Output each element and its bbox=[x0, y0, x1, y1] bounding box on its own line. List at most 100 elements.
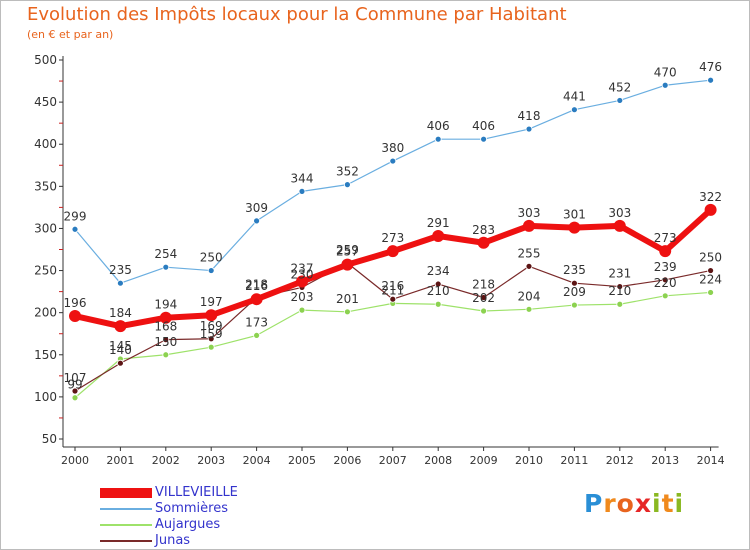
data-label-aujargues: 145 bbox=[109, 339, 132, 353]
data-point-villevieille bbox=[613, 219, 626, 232]
data-point-junas bbox=[117, 359, 124, 367]
data-label-aujargues: 150 bbox=[154, 335, 177, 349]
legend-label-aujargues: Aujargues bbox=[155, 517, 221, 532]
data-label-villevieille: 273 bbox=[654, 231, 677, 245]
data-label-sommi-res: 418 bbox=[518, 109, 541, 123]
data-label-aujargues: 220 bbox=[654, 276, 677, 290]
data-point-junas bbox=[389, 295, 397, 303]
data-point-aujargues bbox=[480, 307, 488, 315]
data-label-junas: 255 bbox=[518, 246, 541, 260]
legend-label-junas: Junas bbox=[155, 533, 191, 548]
y-tick-label: 100 bbox=[34, 390, 57, 404]
y-tick-label: 150 bbox=[34, 348, 57, 362]
x-tick-label: 2009 bbox=[470, 454, 498, 467]
data-point-sommi-res bbox=[480, 135, 488, 143]
data-label-aujargues: 211 bbox=[381, 283, 404, 297]
data-point-sommi-res bbox=[298, 187, 306, 195]
data-point-junas bbox=[71, 387, 79, 395]
data-point-sommi-res bbox=[343, 181, 351, 189]
proxiti-logo[interactable]: Proxiti bbox=[584, 489, 684, 518]
data-label-sommi-res: 470 bbox=[654, 65, 677, 79]
y-tick-label: 200 bbox=[34, 306, 57, 320]
data-point-aujargues bbox=[661, 292, 669, 300]
y-tick-label: 500 bbox=[34, 53, 57, 67]
data-point-villevieille bbox=[114, 320, 127, 333]
data-label-sommi-res: 352 bbox=[336, 165, 359, 179]
data-point-junas bbox=[707, 267, 714, 274]
data-point-villevieille bbox=[159, 311, 172, 324]
legend-swatch-junas bbox=[100, 540, 152, 542]
data-point-sommi-res bbox=[571, 106, 578, 114]
data-label-aujargues: 204 bbox=[518, 289, 541, 303]
data-label-junas: 107 bbox=[64, 371, 87, 385]
logo-letter: i bbox=[652, 489, 662, 518]
data-point-sommi-res bbox=[207, 267, 215, 274]
data-point-villevieille bbox=[386, 245, 399, 258]
legend-label-villevieille: VILLEVIEILLE bbox=[155, 485, 238, 500]
data-label-aujargues: 210 bbox=[427, 284, 450, 298]
legend-swatch-aujargues bbox=[100, 524, 152, 526]
logo-letter: t bbox=[661, 489, 675, 518]
data-label-sommi-res: 250 bbox=[200, 251, 223, 265]
data-point-sommi-res bbox=[162, 263, 170, 271]
data-point-junas bbox=[207, 335, 215, 343]
data-label-villevieille: 283 bbox=[472, 223, 495, 237]
data-label-sommi-res: 476 bbox=[699, 60, 722, 74]
data-label-sommi-res: 235 bbox=[109, 263, 132, 277]
data-point-junas bbox=[525, 262, 533, 270]
y-tick-label: 250 bbox=[34, 264, 57, 278]
data-label-sommi-res: 406 bbox=[427, 119, 450, 133]
data-point-aujargues bbox=[298, 306, 306, 314]
data-point-aujargues bbox=[525, 305, 533, 313]
legend-label-sommi-res: Sommières bbox=[155, 501, 228, 516]
logo-letter: i bbox=[674, 489, 685, 518]
data-label-villevieille: 322 bbox=[699, 190, 722, 204]
x-tick-label: 2005 bbox=[288, 454, 316, 467]
data-point-villevieille bbox=[659, 245, 672, 258]
data-label-villevieille: 303 bbox=[608, 206, 631, 220]
data-labels: 99 145 150 159 173 203 201 211 210 202 204 209 210 22… bbox=[64, 60, 723, 392]
data-point-aujargues bbox=[207, 343, 215, 351]
x-tick-label: 2014 bbox=[697, 454, 725, 467]
data-point-villevieille bbox=[296, 275, 308, 288]
data-label-aujargues: 202 bbox=[472, 291, 495, 305]
data-label-sommi-res: 452 bbox=[608, 80, 631, 94]
axes: 50 100 150 200 250 300 350 400 450 500 2000 2001 200… bbox=[34, 53, 725, 467]
data-label-junas: 235 bbox=[563, 263, 586, 277]
data-label-villevieille: 301 bbox=[563, 208, 586, 222]
data-label-sommi-res: 441 bbox=[563, 90, 586, 104]
data-label-junas: 259 bbox=[336, 243, 359, 257]
chart-title: Evolution des Impôts locaux pour la Comm… bbox=[27, 4, 567, 25]
data-label-junas: 250 bbox=[699, 251, 722, 265]
data-label-villevieille: 273 bbox=[381, 231, 404, 245]
data-label-sommi-res: 406 bbox=[472, 119, 495, 133]
data-label-villevieille: 184 bbox=[109, 306, 132, 320]
legend: VILLEVIEILLE Sommières Aujargues Junas bbox=[100, 485, 300, 549]
data-label-villevieille: 291 bbox=[427, 216, 450, 230]
data-point-aujargues bbox=[571, 301, 578, 309]
data-point-sommi-res bbox=[661, 81, 669, 89]
logo-letter: r bbox=[603, 489, 617, 518]
chart-subtitle: (en € et par an) bbox=[27, 28, 114, 41]
data-point-sommi-res bbox=[707, 76, 714, 84]
x-tick-label: 2012 bbox=[606, 454, 634, 467]
data-label-villevieille: 197 bbox=[200, 295, 223, 309]
x-tick-label: 2010 bbox=[515, 454, 543, 467]
data-label-villevieille: 303 bbox=[518, 206, 541, 220]
data-label-junas: 239 bbox=[654, 260, 677, 274]
data-point-junas bbox=[480, 294, 488, 301]
data-point-aujargues bbox=[162, 351, 170, 359]
data-point-sommi-res bbox=[434, 135, 442, 143]
y-tick-label: 450 bbox=[34, 95, 57, 109]
legend-item-sommi-res: Sommières bbox=[100, 501, 300, 517]
data-point-sommi-res bbox=[71, 225, 79, 233]
legend-item-villevieille: VILLEVIEILLE bbox=[100, 485, 300, 501]
data-label-aujargues: 173 bbox=[245, 315, 268, 329]
data-point-villevieille bbox=[205, 309, 218, 322]
data-point-aujargues bbox=[707, 289, 714, 296]
logo-letter: x bbox=[634, 489, 652, 518]
data-point-villevieille bbox=[341, 258, 354, 271]
data-label-aujargues: 224 bbox=[699, 272, 722, 286]
data-label-sommi-res: 380 bbox=[381, 141, 404, 155]
